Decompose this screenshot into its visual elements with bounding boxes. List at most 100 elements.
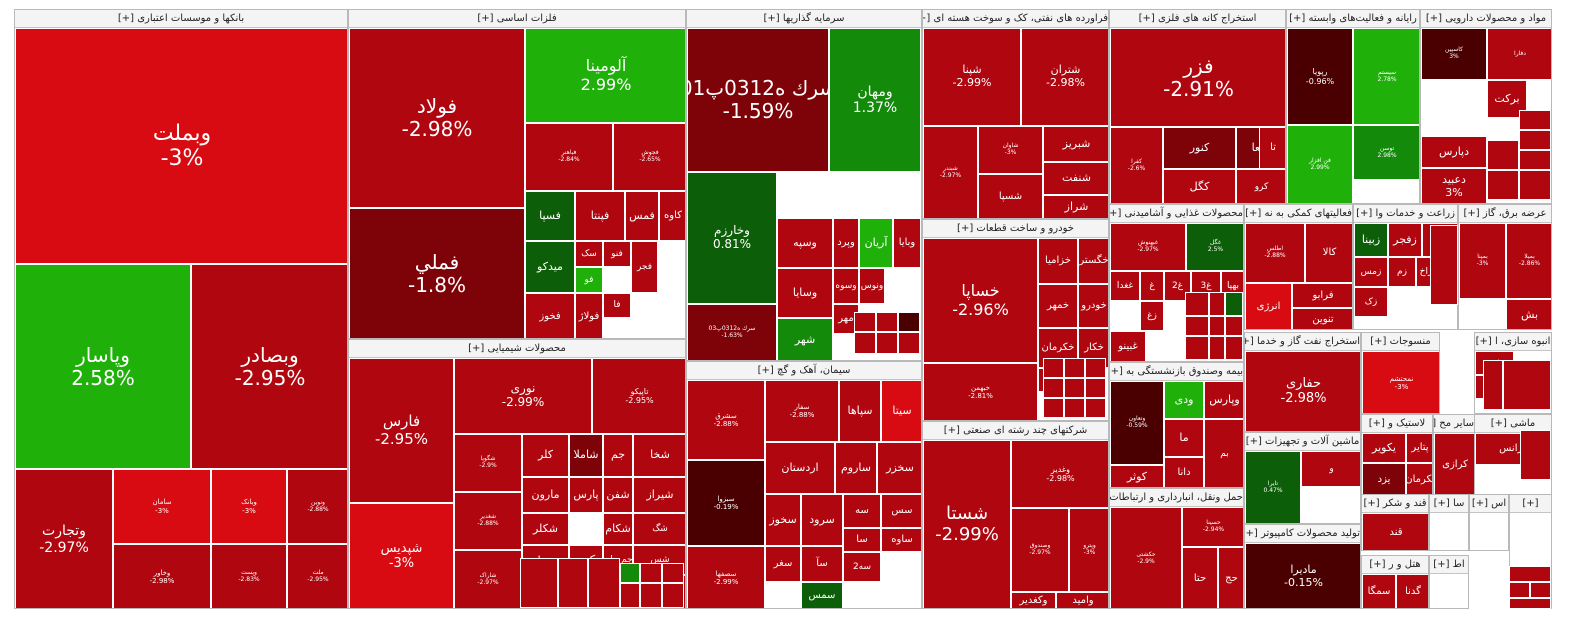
- stock-tile[interactable]: وسوه: [833, 268, 859, 304]
- small-stock-cell[interactable]: [620, 563, 640, 583]
- stock-tile[interactable]: سرك ه0312پ01-1.59%: [687, 28, 829, 172]
- stock-tile[interactable]: وسایا: [777, 268, 833, 318]
- stock-tile[interactable]: سرك ه0312پ03 -1.63%: [687, 304, 777, 360]
- small-stock-cell[interactable]: [1043, 398, 1064, 418]
- stock-tile[interactable]: فملي -1.8%: [349, 208, 525, 338]
- stock-tile[interactable]: سمس: [801, 582, 843, 608]
- stock-tile[interactable]: جم: [603, 434, 633, 477]
- small-stock-cell[interactable]: [640, 563, 662, 583]
- stock-tile[interactable]: کاوه: [659, 191, 685, 241]
- sector-title[interactable]: سا [+]: [1430, 495, 1468, 513]
- small-stock-cell[interactable]: [1209, 336, 1225, 360]
- small-stock-cell[interactable]: [662, 583, 684, 608]
- stock-tile[interactable]: قند: [1362, 513, 1428, 550]
- stock-tile[interactable]: فخوز: [525, 293, 575, 338]
- sector-title[interactable]: انبوه سازی، ا [+]: [1475, 333, 1551, 351]
- stock-tile[interactable]: زبینا: [1354, 223, 1388, 257]
- stock-tile[interactable]: فجوش -2.65%: [613, 123, 685, 191]
- stock-tile[interactable]: میدکو: [525, 241, 575, 293]
- stock-tile[interactable]: تنوین: [1292, 308, 1352, 329]
- sector-title[interactable]: قند و شکر [+]: [1362, 495, 1428, 513]
- stock-tile[interactable]: مادیرا -0.15%: [1245, 543, 1360, 608]
- stock-tile[interactable]: خودرو: [1078, 284, 1108, 328]
- stock-tile[interactable]: ودی: [1164, 381, 1204, 419]
- stock-tile[interactable]: شاملا: [569, 434, 603, 477]
- stock-tile[interactable]: اردستان: [765, 442, 835, 494]
- stock-tile[interactable]: شبندر -2.97%: [923, 126, 978, 218]
- stock-tile[interactable]: اطلس -2.88%: [1245, 223, 1305, 283]
- sector-title[interactable]: بیمه وصندوق بازنشستگی به [+]: [1110, 363, 1243, 381]
- small-stock-cell[interactable]: [876, 332, 898, 354]
- stock-tile[interactable]: حسینا -2.94%: [1182, 507, 1243, 547]
- sector-title[interactable]: بانکها و موسسات اعتباری [+]: [15, 10, 347, 28]
- stock-tile[interactable]: کلر: [522, 434, 569, 477]
- small-stock-cell[interactable]: [1519, 110, 1551, 130]
- small-stock-cell[interactable]: [640, 583, 662, 608]
- sector-title[interactable]: سرمایه گذاریها [+]: [687, 10, 921, 28]
- stock-tile[interactable]: رپویا -0.96%: [1287, 28, 1353, 125]
- stock-tile[interactable]: دعبید 3%: [1421, 168, 1487, 203]
- sector-title[interactable]: فعالیتهای کمکی به نه [+]: [1245, 205, 1352, 223]
- stock-tile[interactable]: دانا: [1164, 457, 1204, 487]
- stock-tile[interactable]: ساروم: [835, 442, 877, 494]
- stock-tile[interactable]: شخا: [633, 434, 685, 477]
- stock-tile[interactable]: سه: [843, 494, 881, 528]
- small-stock-cell[interactable]: [1483, 360, 1503, 410]
- small-stock-cell[interactable]: [1043, 358, 1064, 378]
- sector-title[interactable]: سیمان، آهک و گچ [+]: [687, 362, 921, 380]
- stock-tile[interactable]: و: [1301, 451, 1360, 487]
- sector-title[interactable]: شرکتهای چند رشته ای صنعتی [+]: [923, 422, 1108, 440]
- stock-tile[interactable]: وپست -2.83%: [211, 544, 287, 608]
- small-stock-cell[interactable]: [1185, 316, 1209, 336]
- small-stock-cell[interactable]: [1225, 292, 1243, 316]
- stock-tile[interactable]: ونوین -2.88%: [287, 469, 347, 544]
- stock-tile[interactable]: وخاور -2.98%: [113, 544, 211, 608]
- stock-tile[interactable]: وبملت -3%: [15, 28, 347, 264]
- stock-tile[interactable]: وپترو -3%: [1069, 508, 1108, 592]
- stock-tile[interactable]: وبايا: [893, 218, 921, 268]
- stock-tile[interactable]: فزر -2.91%: [1110, 28, 1285, 127]
- stock-tile[interactable]: وبانک -3%: [211, 469, 287, 544]
- stock-tile[interactable]: آریان: [859, 218, 893, 268]
- stock-tile[interactable]: سه2: [843, 552, 881, 582]
- stock-tile[interactable]: فمس: [625, 191, 659, 241]
- stock-tile[interactable]: ساوه: [881, 528, 921, 552]
- stock-tile[interactable]: حج: [1218, 547, 1243, 608]
- stock-tile[interactable]: دفارا: [1487, 28, 1551, 80]
- stock-tile[interactable]: کگل: [1163, 169, 1236, 203]
- small-stock-cell[interactable]: [1085, 378, 1106, 398]
- stock-tile[interactable]: حتا: [1182, 547, 1218, 608]
- sector-title[interactable]: ماشی [+]: [1475, 415, 1551, 433]
- stock-tile[interactable]: سخزر: [877, 442, 921, 494]
- stock-tile[interactable]: وبصادر -2.95%: [191, 264, 347, 469]
- stock-tile[interactable]: شپديس -3%: [349, 503, 454, 608]
- stock-tile[interactable]: سفار -2.88%: [765, 380, 839, 442]
- stock-tile[interactable]: زمس: [1354, 257, 1388, 287]
- small-stock-cell[interactable]: [1503, 360, 1551, 410]
- stock-tile[interactable]: وپارس: [1204, 381, 1243, 419]
- small-stock-cell[interactable]: [662, 563, 684, 583]
- stock-tile[interactable]: خگستر: [1078, 238, 1108, 284]
- stock-tile[interactable]: شاراک -2.97%: [454, 550, 522, 608]
- sector-title[interactable]: عرضه برق، گاز [+]: [1459, 205, 1551, 223]
- stock-tile[interactable]: کاسپین 3%: [1421, 28, 1487, 80]
- small-stock-cell[interactable]: [1185, 292, 1209, 316]
- stock-tile[interactable]: سس: [881, 494, 921, 528]
- stock-tile[interactable]: کالا: [1305, 223, 1352, 283]
- stock-tile[interactable]: فن افزار 2.99%: [1287, 125, 1353, 203]
- small-stock-cell[interactable]: [876, 312, 898, 332]
- small-stock-cell[interactable]: [1209, 316, 1225, 336]
- small-stock-cell[interactable]: [1064, 398, 1085, 418]
- stock-tile[interactable]: بش: [1506, 299, 1551, 329]
- stock-tile[interactable]: تایرا 0.47%: [1245, 451, 1301, 523]
- sector-title[interactable]: هتل و ر [+]: [1362, 556, 1428, 574]
- stock-tile[interactable]: نوری -2.99%: [454, 358, 592, 434]
- stock-tile[interactable]: فنو: [603, 241, 631, 267]
- small-stock-cell[interactable]: [1519, 150, 1551, 170]
- stock-tile[interactable]: مارون: [522, 477, 569, 513]
- stock-tile[interactable]: بم: [1204, 419, 1243, 487]
- small-stock-cell[interactable]: [620, 583, 640, 608]
- stock-tile[interactable]: وصندوق -2.97%: [1011, 508, 1069, 592]
- small-stock-cell[interactable]: [1520, 430, 1551, 480]
- stock-tile[interactable]: شپنا -2.99%: [923, 28, 1021, 126]
